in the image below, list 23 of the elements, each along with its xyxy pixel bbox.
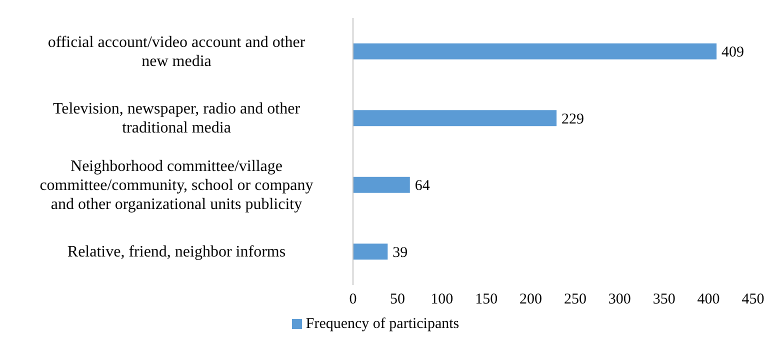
- x-tick-label: 300: [608, 292, 631, 308]
- data-label: 64: [414, 178, 430, 194]
- y-tick-label: official account/video account and other new media: [48, 33, 306, 70]
- bar: [353, 176, 410, 193]
- x-tick-label: 200: [520, 292, 542, 308]
- data-label: 229: [562, 111, 584, 128]
- bar: [353, 110, 557, 126]
- x-tick-label: 400: [697, 292, 720, 308]
- bar: [353, 244, 388, 260]
- x-tick-label: 250: [564, 292, 586, 308]
- y-tick-label: Neighborhood committee/village committee/community, school or company and other organizational units publicity: [40, 157, 314, 212]
- bar: [353, 43, 717, 60]
- x-tick-label: 450: [742, 292, 764, 308]
- x-tick-label: 350: [652, 292, 676, 308]
- y-tick-label: Relative, friend, neighbor informs: [67, 243, 286, 260]
- data-label: 39: [392, 244, 408, 261]
- x-tick-label: 100: [430, 292, 454, 308]
- data-label: 409: [722, 44, 744, 61]
- x-tick-label: 150: [475, 292, 498, 308]
- y-tick-label: Television, newspaper, radio and other traditional media: [52, 100, 301, 136]
- x-tick-label: 0: [349, 292, 357, 308]
- legend-label: Frequency of participants: [306, 316, 460, 332]
- x-tick-label: 50: [390, 292, 405, 308]
